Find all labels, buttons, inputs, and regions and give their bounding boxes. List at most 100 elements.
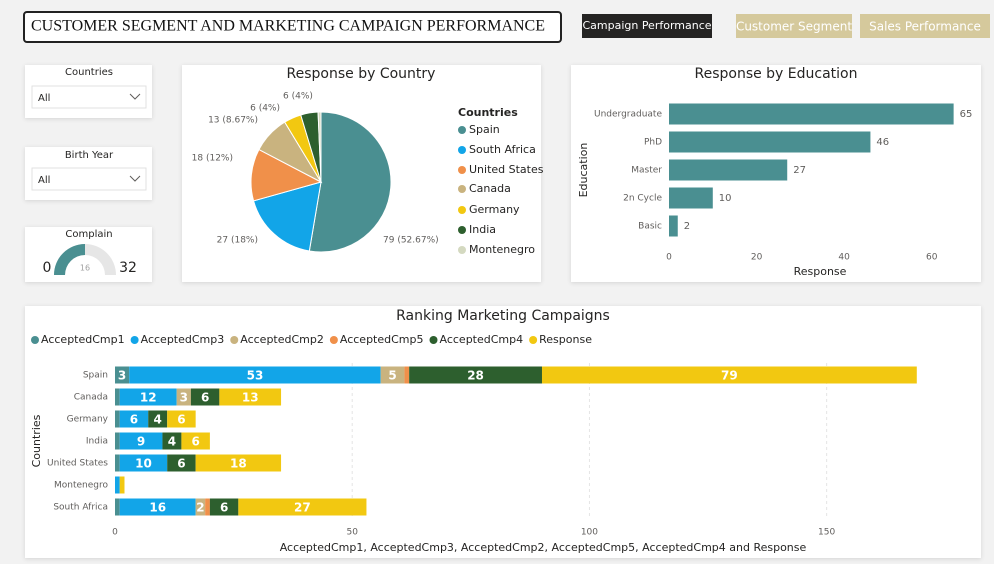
data-label: 4 <box>154 413 162 427</box>
legend-swatch <box>458 166 466 174</box>
bar-segment <box>119 432 163 450</box>
bar-segment <box>115 498 120 516</box>
bar-segment <box>380 366 405 384</box>
legend-swatch <box>458 126 466 134</box>
data-label: 6 (4%) <box>283 92 313 102</box>
x-tick-label: 150 <box>818 528 835 538</box>
bar-segment <box>119 454 168 472</box>
legend-title: Countries <box>458 106 518 119</box>
legend-swatch <box>429 336 438 344</box>
data-label: 18 (12%) <box>192 154 233 164</box>
bar-segment <box>115 432 120 450</box>
y-tick-label: Undergraduate <box>594 110 662 120</box>
ranking-panel <box>25 306 981 558</box>
tab-label[interactable]: Campaign Performance <box>582 19 711 32</box>
bar-segment <box>162 432 182 450</box>
y-tick-label: Canada <box>74 393 108 403</box>
bar-segment <box>238 498 367 516</box>
x-tick-label: 0 <box>112 528 118 538</box>
bar-segment <box>195 498 206 516</box>
tab[interactable] <box>736 14 852 38</box>
bar <box>669 103 954 125</box>
dropdown-value[interactable]: All <box>38 93 50 104</box>
data-label: 5 <box>388 369 396 383</box>
bar-segment <box>115 366 130 384</box>
legend-label: Spain <box>469 123 500 136</box>
bar <box>669 187 713 209</box>
bar <box>669 215 678 237</box>
y-tick-label: Germany <box>67 415 109 425</box>
dropdown[interactable] <box>31 167 147 191</box>
x-tick-label: 40 <box>838 253 850 263</box>
dropdown[interactable] <box>31 85 147 109</box>
y-axis-label: Countries <box>30 414 43 467</box>
bar-segment <box>119 388 177 406</box>
slicer-label: Birth Year <box>65 150 114 161</box>
legend-swatch <box>329 336 338 344</box>
data-label: 10 <box>719 193 732 204</box>
tab-label[interactable]: Customer Segment <box>736 20 852 34</box>
bar-segment <box>115 454 120 472</box>
data-label: 16 <box>149 501 166 515</box>
data-label: 27 <box>294 501 311 515</box>
pie-slice <box>317 111 322 183</box>
legend-swatch <box>230 336 239 344</box>
data-label: 28 <box>467 369 484 383</box>
legend-label: India <box>469 223 496 236</box>
legend-swatch <box>458 146 466 154</box>
tab-label[interactable]: Sales Performance <box>869 20 981 34</box>
tab[interactable] <box>860 14 990 38</box>
chevron <box>129 93 141 100</box>
legend-swatch <box>458 185 466 193</box>
data-label: 2 <box>196 501 204 515</box>
y-tick-label: United States <box>47 459 108 469</box>
data-label: 27 (18%) <box>217 236 258 246</box>
data-label: 46 <box>876 137 889 148</box>
y-tick-label: PhD <box>644 138 662 148</box>
data-label: 6 <box>201 391 209 405</box>
bar-segment <box>115 476 120 494</box>
bar-segment <box>541 366 917 384</box>
legend-label: Canada <box>469 182 511 195</box>
data-label: 6 <box>191 435 199 449</box>
data-label: 27 <box>793 165 806 176</box>
bar-segment <box>209 498 239 516</box>
bar-segment <box>167 454 196 472</box>
chart-title: Ranking Marketing Campaigns <box>396 308 610 324</box>
data-label: 6 <box>177 457 185 471</box>
gauge-value: 16 <box>80 264 90 273</box>
data-label: 6 <box>177 413 185 427</box>
x-axis-label: AcceptedCmp1, AcceptedCmp3, AcceptedCmp2… <box>280 541 807 554</box>
legend-label: AcceptedCmp1 <box>41 333 125 346</box>
pie-slice <box>308 111 392 253</box>
bar-segment <box>190 388 220 406</box>
legend-swatch <box>31 336 39 344</box>
legend-swatch <box>130 336 139 344</box>
legend-swatch <box>458 206 466 214</box>
legend-label: AcceptedCmp2 <box>240 333 324 346</box>
x-tick-label: 0 <box>666 253 672 263</box>
slicer-label: Countries <box>65 67 113 78</box>
legend-label: Response <box>539 333 592 346</box>
legend-label: Germany <box>469 203 520 216</box>
data-label: 4 <box>168 435 176 449</box>
data-label: 18 <box>230 457 247 471</box>
bar-segment <box>148 410 168 428</box>
tab[interactable] <box>582 14 712 38</box>
data-label: 53 <box>247 369 264 383</box>
bar <box>669 159 788 181</box>
pie-slice <box>252 181 322 252</box>
gauge-title: Complain <box>65 229 112 240</box>
bar-segment <box>409 366 542 384</box>
x-axis-label: Response <box>794 265 847 278</box>
dropdown-value[interactable]: All <box>38 175 50 186</box>
x-tick-label: 100 <box>581 528 598 538</box>
legend-swatch <box>529 336 538 344</box>
data-label: 65 <box>960 109 973 120</box>
data-label: 13 <box>242 391 259 405</box>
y-axis-label: Education <box>577 143 590 198</box>
bar-segment <box>404 366 410 384</box>
bar-segment <box>176 388 191 406</box>
chart-title: Response by Education <box>694 66 857 82</box>
legend-label: South Africa <box>469 143 536 156</box>
